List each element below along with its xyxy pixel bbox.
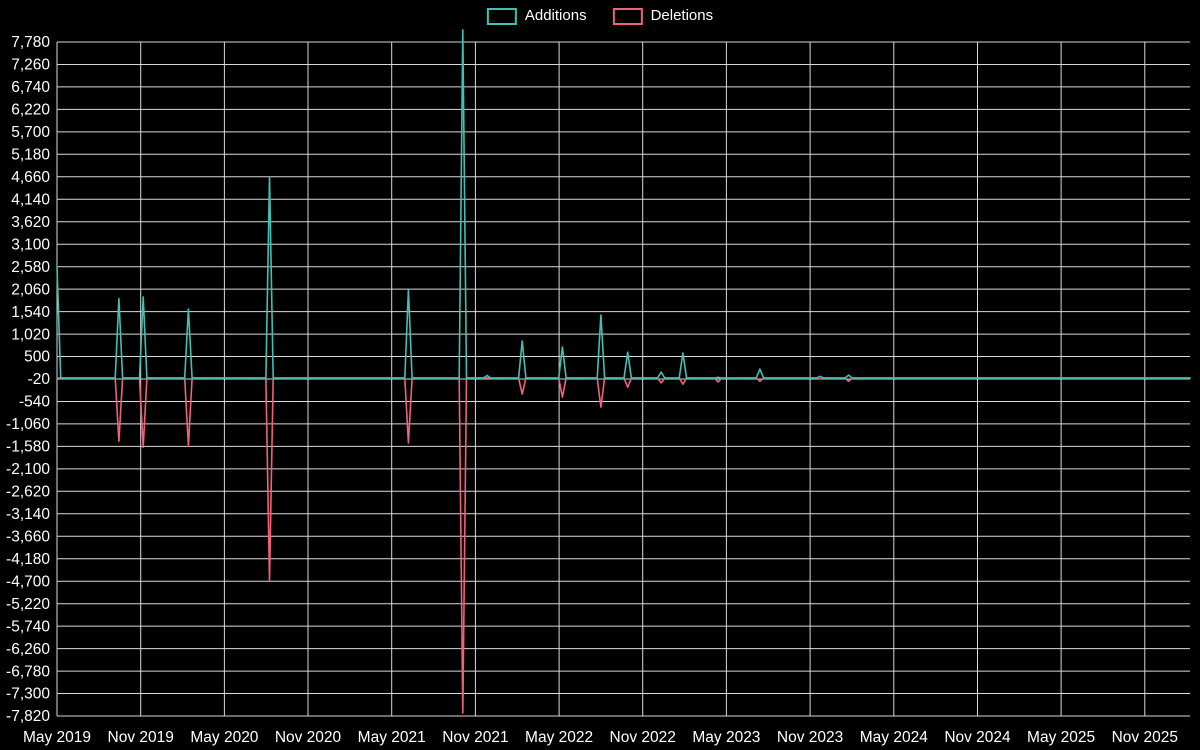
svg-text:May 2019: May 2019 <box>23 729 91 746</box>
svg-text:3,620: 3,620 <box>11 214 50 231</box>
svg-text:May 2022: May 2022 <box>525 729 593 746</box>
svg-text:Nov 2019: Nov 2019 <box>108 729 174 746</box>
svg-text:-6,780: -6,780 <box>6 663 50 680</box>
svg-text:Nov 2023: Nov 2023 <box>777 729 843 746</box>
svg-text:Nov 2021: Nov 2021 <box>442 729 508 746</box>
svg-text:May 2020: May 2020 <box>190 729 258 746</box>
svg-text:6,740: 6,740 <box>11 79 50 96</box>
svg-text:May 2025: May 2025 <box>1027 729 1095 746</box>
svg-text:7,260: 7,260 <box>11 57 50 74</box>
deletions-line <box>56 377 1191 714</box>
y-axis-labels: 7,780 7,260 6,740 6,220 5,700 5,180 4,660 4,140… <box>6 34 50 725</box>
svg-text:-6,260: -6,260 <box>6 641 50 658</box>
svg-text:-4,700: -4,700 <box>6 573 50 590</box>
svg-text:6,220: 6,220 <box>11 102 50 119</box>
svg-text:Nov 2025: Nov 2025 <box>1112 729 1178 746</box>
svg-text:-2,100: -2,100 <box>6 461 50 478</box>
svg-text:Nov 2024: Nov 2024 <box>944 729 1011 746</box>
svg-text:5,700: 5,700 <box>11 124 50 141</box>
svg-text:-20: -20 <box>28 371 51 388</box>
svg-text:-1,580: -1,580 <box>6 439 50 456</box>
svg-text:-7,820: -7,820 <box>6 708 50 725</box>
svg-text:-1,060: -1,060 <box>6 416 50 433</box>
legend-label-deletions: Deletions <box>650 7 714 24</box>
svg-text:-7,300: -7,300 <box>6 686 50 703</box>
svg-text:-3,140: -3,140 <box>6 506 50 523</box>
additions-swatch-icon <box>486 7 517 25</box>
svg-text:Nov 2022: Nov 2022 <box>610 729 676 746</box>
legend-item-deletions[interactable]: Deletions <box>612 7 714 25</box>
deletions-swatch-icon <box>612 7 643 25</box>
x-axis-labels: May 2019 Nov 2019 May 2020 Nov 2020 May 2021… <box>23 729 1178 746</box>
svg-text:500: 500 <box>24 349 50 366</box>
svg-text:May 2023: May 2023 <box>692 729 760 746</box>
svg-text:May 2021: May 2021 <box>358 729 426 746</box>
svg-text:Nov 2020: Nov 2020 <box>275 729 342 746</box>
svg-text:-3,660: -3,660 <box>6 529 50 546</box>
svg-text:-5,740: -5,740 <box>6 618 50 635</box>
svg-text:-5,220: -5,220 <box>6 596 50 613</box>
svg-text:May 2024: May 2024 <box>860 729 928 746</box>
svg-text:7,780: 7,780 <box>11 34 50 51</box>
additions-line <box>56 29 1191 379</box>
svg-text:3,100: 3,100 <box>11 236 50 253</box>
svg-text:4,660: 4,660 <box>11 169 50 186</box>
svg-text:5,180: 5,180 <box>11 147 50 164</box>
svg-text:1,020: 1,020 <box>11 326 50 343</box>
svg-text:-2,620: -2,620 <box>6 484 50 501</box>
svg-text:2,060: 2,060 <box>11 281 50 298</box>
grid-lines <box>56 41 1190 717</box>
svg-text:2,580: 2,580 <box>11 259 50 276</box>
svg-text:4,140: 4,140 <box>11 192 50 209</box>
legend-label-additions: Additions <box>524 7 587 24</box>
legend-item-additions[interactable]: Additions <box>486 7 587 25</box>
svg-text:-4,180: -4,180 <box>6 551 50 568</box>
svg-text:-540: -540 <box>19 394 50 411</box>
svg-text:1,540: 1,540 <box>11 304 50 321</box>
chart-legend: Additions Deletions <box>486 7 714 25</box>
